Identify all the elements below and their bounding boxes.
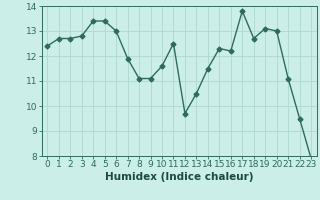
X-axis label: Humidex (Indice chaleur): Humidex (Indice chaleur): [105, 172, 253, 182]
